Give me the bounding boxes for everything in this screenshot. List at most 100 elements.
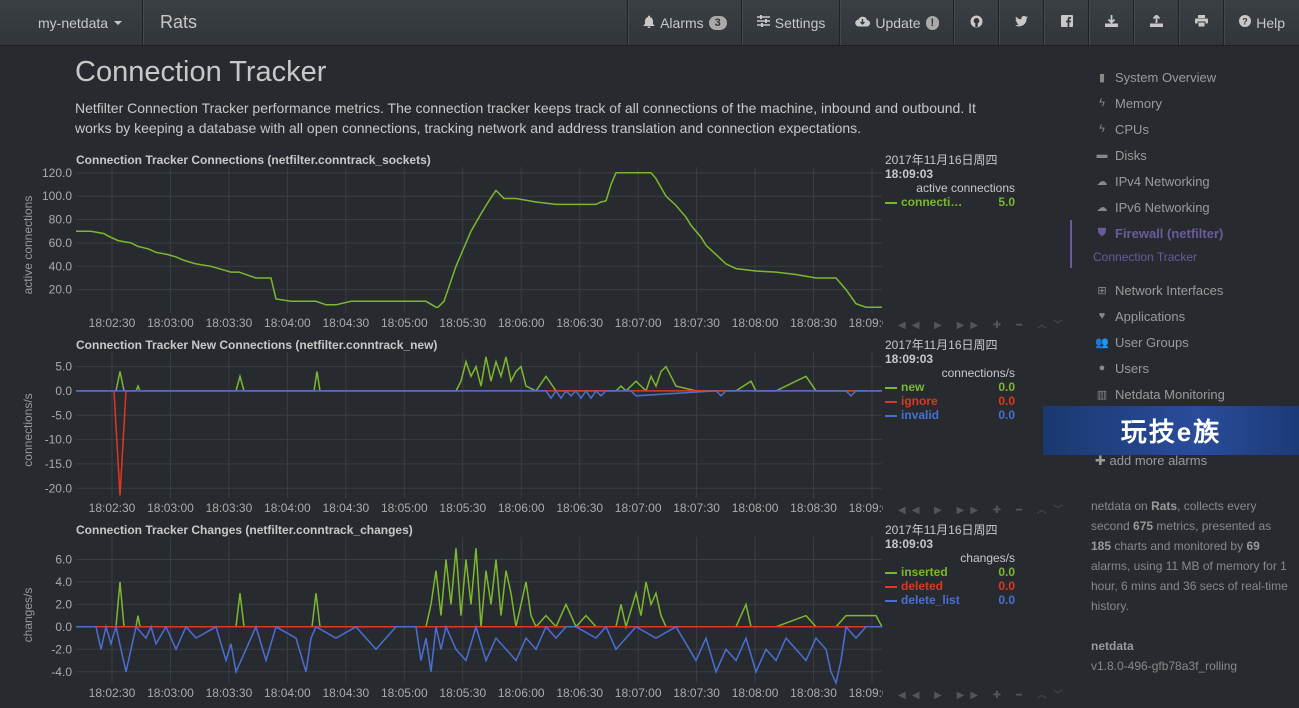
sidebar-item-netdata-monitoring[interactable]: ▥ Netdata Monitoring <box>1080 381 1295 407</box>
legend-row[interactable]: delete_list 0.0 <box>885 593 1015 607</box>
facebook-button[interactable] <box>1044 0 1090 45</box>
legend-units: changes/s <box>960 551 1015 565</box>
legend-row[interactable]: ignore 0.0 <box>885 394 1015 408</box>
chart-controls[interactable]: ◀◀ ▶ ▶▶ ✚ ━ ︿﹀ <box>898 505 1069 516</box>
sidebar-item-ipv4[interactable]: ☁ IPv4 Networking <box>1080 168 1295 194</box>
info-metrics: 675 <box>1133 519 1154 533</box>
page-description: Netfilter Connection Tracker performance… <box>75 100 976 136</box>
y-tick-label: 60.0 <box>49 236 73 250</box>
sidebar-item-label: Applications <box>1115 308 1186 324</box>
x-tick-label: 18:06:30 <box>556 686 603 700</box>
sidebar-item-label: Netdata Monitoring <box>1115 386 1225 402</box>
info-charts: 185 <box>1091 539 1112 553</box>
sidebar-subitem-connection-tracker[interactable]: Connection Tracker <box>1070 246 1295 268</box>
alarms-button[interactable]: Alarms 3 <box>628 0 742 45</box>
sidebar-item-system-overview[interactable]: ▮ System Overview <box>1080 64 1295 90</box>
host-link[interactable]: Rats <box>143 0 213 45</box>
x-tick-label: 18:09:00 <box>849 686 883 700</box>
x-tick-label: 18:06:30 <box>556 316 603 330</box>
user-icon: ● <box>1098 362 1106 374</box>
legend-rows: inserted 0.0 deleted 0.0 delete_list 0.0 <box>885 565 1015 607</box>
y-tick-label: -15.0 <box>45 457 73 471</box>
print-button[interactable] <box>1179 0 1225 45</box>
sidebar-item-ipv6[interactable]: ☁ IPv6 Networking <box>1080 194 1295 220</box>
question-circle-icon: ? <box>1239 15 1252 30</box>
info-text-4: alarms, using 11 MB of memory for 1 hour… <box>1091 559 1288 613</box>
sitemap-icon: ⊞ <box>1097 284 1107 297</box>
sidebar-item-label: Network Interfaces <box>1115 282 1224 298</box>
chart-plot[interactable]: 18:02:30 18:03:00 18:03:30 18:04:00 18:04:30… <box>38 153 883 338</box>
sidebar-item-applications[interactable]: ♥ Applications <box>1080 303 1295 329</box>
chart-title: Connection Tracker Changes (netfilter.co… <box>76 523 413 537</box>
series-line-invalid <box>76 389 882 400</box>
bell-icon <box>643 15 655 31</box>
legend-time: 18:09:03 <box>885 352 934 366</box>
x-tick-label: 18:02:30 <box>89 686 136 700</box>
svg-text:?: ? <box>1242 17 1248 27</box>
y-tick-label: 120.0 <box>42 166 72 180</box>
help-button[interactable]: ? Help <box>1224 0 1299 45</box>
chart-conntrack-new[interactable]: Connection Tracker New Connections (netf… <box>18 338 1063 523</box>
chart-plot[interactable]: 18:02:30 18:03:00 18:03:30 18:04:00 18:04:30… <box>38 523 883 708</box>
sidebar-item-network-interfaces[interactable]: ⊞ Network Interfaces <box>1080 277 1295 303</box>
chart-controls[interactable]: ◀◀ ▶ ▶▶ ✚ ━ ︿﹀ <box>898 690 1069 701</box>
upload-button[interactable] <box>1134 0 1180 45</box>
x-tick-label: 18:07:30 <box>673 686 720 700</box>
legend-date: 2017年11月16日周四 <box>885 153 998 167</box>
sliders-icon <box>756 15 770 30</box>
settings-label: Settings <box>774 14 826 31</box>
sidebar-item-disks[interactable]: ▬ Disks <box>1080 142 1295 168</box>
x-tick-label: 18:07:00 <box>615 501 662 515</box>
chart-legend: 2017年11月16日周四 18:09:03 changes/s inserte… <box>885 523 1015 607</box>
github-button[interactable] <box>954 0 1000 45</box>
sidebar-item-label: Disks <box>1115 147 1147 163</box>
chart-controls[interactable]: ◀◀ ▶ ▶▶ ✚ ━ ︿﹀ <box>898 320 1069 331</box>
x-tick-label: 18:08:00 <box>732 316 779 330</box>
info-text-1: , collects every second <box>1091 499 1257 533</box>
legend-rows: connecti… 5.0 <box>885 195 1015 209</box>
y-tick-label: 2.0 <box>55 597 72 611</box>
x-tick-label: 18:06:00 <box>498 686 545 700</box>
update-button[interactable]: Update ! <box>840 0 955 45</box>
series-line-inserted <box>76 548 883 630</box>
plus-icon: ✚ <box>1095 453 1106 468</box>
sidebar-item-label: Memory <box>1115 95 1162 111</box>
y-tick-label: 80.0 <box>49 213 73 227</box>
chart-y-axis-label: active connections <box>18 173 38 318</box>
add-alarms-link[interactable]: ✚ add more alarms <box>1095 453 1207 469</box>
y-tick-label: 4.0 <box>55 575 72 589</box>
chart-legend: 2017年11月16日周四 18:09:03 active connection… <box>885 153 1015 209</box>
chart-plot[interactable]: 18:02:30 18:03:00 18:03:30 18:04:00 18:04:30… <box>38 338 883 523</box>
legend-row[interactable]: connecti… 5.0 <box>885 195 1015 209</box>
legend-row[interactable]: invalid 0.0 <box>885 408 1015 422</box>
x-tick-label: 18:07:30 <box>673 316 720 330</box>
sidebar-item-cpus[interactable]: ϟ CPUs <box>1080 116 1295 142</box>
info-text-3: charts and monitored by <box>1111 539 1247 553</box>
sidebar-item-user-groups[interactable]: 👥 User Groups <box>1080 329 1295 355</box>
bolt-icon: ϟ <box>1099 123 1105 135</box>
settings-button[interactable]: Settings <box>741 0 841 45</box>
x-tick-label: 18:05:30 <box>439 501 486 515</box>
x-tick-label: 18:04:30 <box>322 316 369 330</box>
x-tick-label: 18:04:30 <box>322 501 369 515</box>
twitter-button[interactable] <box>999 0 1045 45</box>
legend-series-value: 5.0 <box>998 195 1015 209</box>
brand-dropdown[interactable]: my-netdata <box>0 0 143 45</box>
sidebar-item-users[interactable]: ● Users <box>1080 355 1295 381</box>
netdata-info: netdata on Rats, collects every second 6… <box>1091 496 1291 616</box>
alarms-count-badge: 3 <box>708 15 727 30</box>
legend-row[interactable]: inserted 0.0 <box>885 565 1015 579</box>
chart-conntrack-sockets[interactable]: Connection Tracker Connections (netfilte… <box>18 153 1063 338</box>
chart-conntrack-changes[interactable]: Connection Tracker Changes (netfilter.co… <box>18 523 1063 708</box>
sidebar-item-firewall[interactable]: ⛊ Firewall (netfilter) <box>1070 220 1295 246</box>
download-button[interactable] <box>1089 0 1135 45</box>
sidebar-item-memory[interactable]: ϟ Memory <box>1080 90 1295 116</box>
y-tick-label: -5.0 <box>51 408 72 422</box>
chart-legend: 2017年11月16日周四 18:09:03 connections/s new… <box>885 338 1015 422</box>
x-tick-label: 18:05:00 <box>381 316 428 330</box>
x-tick-label: 18:02:30 <box>89 316 136 330</box>
print-icon <box>1195 15 1209 30</box>
legend-row[interactable]: new 0.0 <box>885 380 1015 394</box>
x-tick-label: 18:03:00 <box>147 501 194 515</box>
legend-row[interactable]: deleted 0.0 <box>885 579 1015 593</box>
